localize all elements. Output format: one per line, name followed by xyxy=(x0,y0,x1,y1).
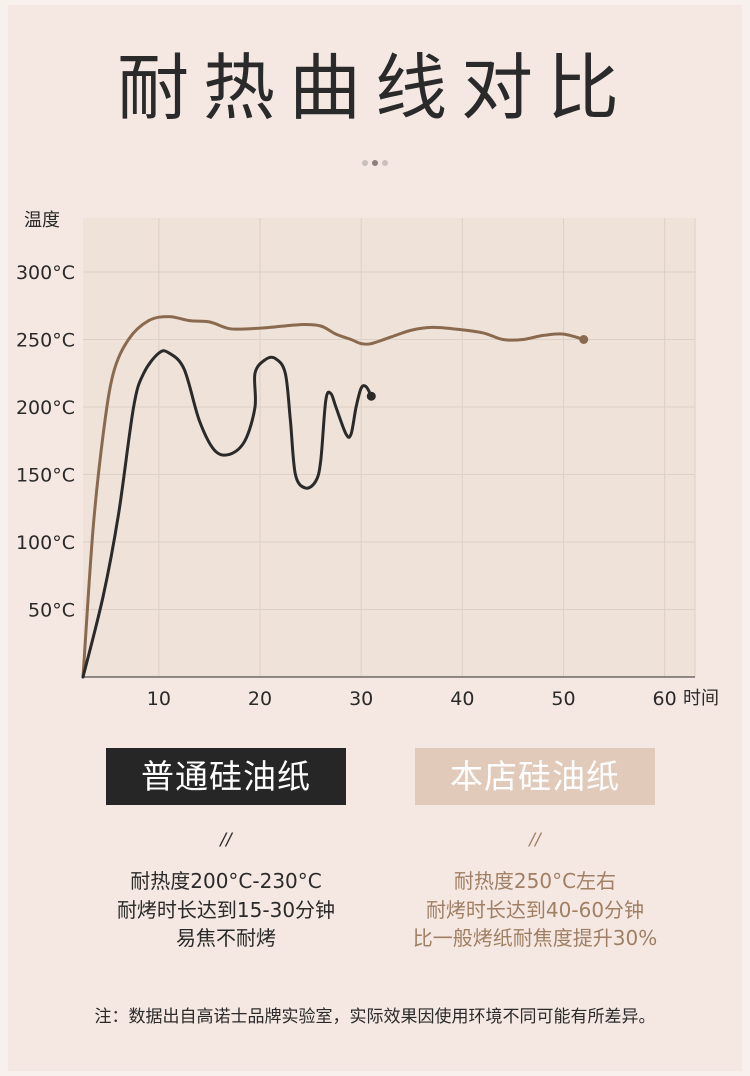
normal-paper-description: 耐热度200°C-230°C 耐烤时长达到15-30分钟 易焦不耐烤 xyxy=(66,867,386,953)
page-title: 耐热曲线对比 xyxy=(116,46,633,130)
indicator-dot-active xyxy=(372,160,378,166)
y-axis-label: 温度 xyxy=(24,210,60,231)
series-line-normal xyxy=(81,349,373,679)
y-tick-label: 100°C xyxy=(16,532,75,554)
series-layer xyxy=(81,315,589,679)
separator-mark-left: // xyxy=(220,830,232,850)
y-tick-label: 250°C xyxy=(16,330,75,352)
page-indicator xyxy=(0,151,750,170)
y-tick-label: 200°C xyxy=(16,397,75,419)
description-line: 耐热度250°C左右 xyxy=(453,869,617,893)
x-tick-label: 50 xyxy=(551,688,575,710)
description-line: 比一般烤纸耐焦度提升30% xyxy=(412,926,658,950)
series-end-point-ours xyxy=(579,335,589,344)
y-tick-label: 150°C xyxy=(16,465,75,487)
y-tick-label: 300°C xyxy=(16,262,75,284)
x-tick-label: 60 xyxy=(653,688,677,710)
x-axis-label: 时间 xyxy=(683,688,719,709)
normal-paper-label: 普通硅油纸 xyxy=(106,748,346,805)
indicator-dot xyxy=(362,160,368,166)
our-paper-label: 本店硅油纸 xyxy=(415,748,655,805)
series-line-ours xyxy=(81,315,586,679)
description-line: 耐热度200°C-230°C xyxy=(130,869,322,893)
x-tick-label: 20 xyxy=(248,688,272,710)
description-line: 易焦不耐烤 xyxy=(176,926,276,950)
grid-lines xyxy=(83,218,696,677)
y-tick-label: 50°C xyxy=(28,600,75,622)
separator-mark-right: // xyxy=(529,830,541,850)
x-tick-label: 30 xyxy=(349,688,373,710)
plot-area xyxy=(83,218,695,677)
heat-resistance-chart: 10 20 30 40 50 60 50°C 100°C 150°C 200°C 250°C 300°… xyxy=(16,210,719,710)
footnote: 注：数据出自高诺士品牌实验室，实际效果因使用环境不同可能有所差异。 xyxy=(94,1007,656,1027)
our-paper-description: 耐热度250°C左右 耐烤时长达到40-60分钟 比一般烤纸耐焦度提升30% xyxy=(375,867,695,953)
x-tick-label: 10 xyxy=(147,688,171,710)
tick-labels: 10 20 30 40 50 60 50°C 100°C 150°C 200°C 250°C 300°… xyxy=(16,262,677,710)
indicator-dot xyxy=(382,160,388,166)
x-tick-label: 40 xyxy=(450,688,474,710)
description-line: 耐烤时长达到15-30分钟 xyxy=(116,897,336,922)
series-end-point-normal xyxy=(366,391,376,401)
description-line: 耐烤时长达到40-60分钟 xyxy=(425,897,645,922)
